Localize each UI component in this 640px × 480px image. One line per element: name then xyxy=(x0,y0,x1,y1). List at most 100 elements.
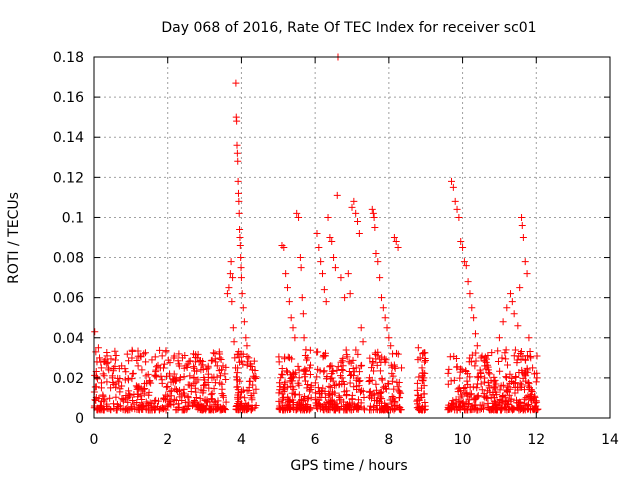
data-point xyxy=(236,234,244,241)
data-point-dense xyxy=(159,395,167,403)
data-point-dense xyxy=(502,346,510,354)
data-point-dense xyxy=(489,405,497,413)
data-point xyxy=(471,330,479,338)
data-point-dense xyxy=(140,385,148,393)
data-point-dense xyxy=(391,364,399,372)
data-point xyxy=(234,157,242,165)
data-point-dense xyxy=(147,406,155,414)
data-point-dense xyxy=(99,392,107,400)
data-point-dense xyxy=(346,379,354,387)
data-point-dense xyxy=(498,405,506,413)
data-point xyxy=(459,244,467,252)
data-point-dense xyxy=(333,400,341,408)
data-point-dense xyxy=(301,352,309,360)
data-point xyxy=(357,324,365,332)
data-point-dense xyxy=(521,395,529,403)
x-axis-label: GPS time / hours xyxy=(290,458,407,474)
data-point xyxy=(282,270,290,278)
data-point-dense xyxy=(307,394,315,402)
data-point xyxy=(91,328,99,336)
data-point-dense xyxy=(354,350,362,358)
data-point-dense xyxy=(357,388,365,396)
data-point-dense xyxy=(208,395,216,403)
data-point-dense xyxy=(419,377,427,385)
data-point-dense xyxy=(445,365,453,373)
data-point-dense xyxy=(343,351,351,359)
data-point-dense xyxy=(164,383,172,391)
data-point-dense xyxy=(523,364,531,372)
data-point xyxy=(245,354,253,362)
y-tick-label: 0.04 xyxy=(53,331,84,347)
data-point-dense xyxy=(201,396,209,404)
data-point-dense xyxy=(222,398,230,406)
data-point-dense xyxy=(369,359,377,367)
data-point-dense xyxy=(496,386,504,394)
data-point-dense xyxy=(306,346,314,354)
data-point-dense xyxy=(519,406,527,414)
data-point-dense xyxy=(212,405,220,413)
data-point-dense xyxy=(473,373,481,381)
data-point-dense xyxy=(236,393,244,401)
data-point-dense xyxy=(415,396,423,404)
data-point-dense xyxy=(103,360,111,368)
data-point-dense xyxy=(219,393,227,401)
data-point-dense xyxy=(181,351,189,359)
data-point-dense xyxy=(151,353,159,361)
data-point-dense xyxy=(99,406,107,414)
data-point xyxy=(330,254,338,262)
data-point-dense xyxy=(524,368,532,376)
data-point xyxy=(223,290,231,298)
data-point xyxy=(495,334,503,342)
data-point xyxy=(337,274,345,282)
chart-title: Day 068 of 2016, Rate Of TEC Index for r… xyxy=(161,20,536,36)
data-point xyxy=(473,342,481,350)
data-point-dense xyxy=(125,357,133,365)
data-point xyxy=(333,191,341,199)
data-point-dense xyxy=(354,402,362,410)
data-point-dense xyxy=(414,391,422,399)
data-point-dense xyxy=(307,383,315,391)
data-point-dense xyxy=(390,385,398,393)
data-point-dense xyxy=(152,366,160,374)
data-point-dense xyxy=(318,403,326,411)
data-point-dense xyxy=(251,366,259,374)
data-point-dense xyxy=(138,395,146,403)
data-point-dense xyxy=(376,406,383,414)
data-point-dense xyxy=(464,392,472,400)
data-point-dense xyxy=(357,362,365,370)
data-point xyxy=(300,334,308,342)
data-point-dense xyxy=(275,389,283,397)
data-point-dense xyxy=(189,402,197,410)
data-point-dense xyxy=(348,399,356,407)
data-point-dense xyxy=(205,384,213,392)
data-point xyxy=(503,304,511,312)
data-point-dense xyxy=(233,376,241,384)
data-point-dense xyxy=(283,367,291,375)
data-point xyxy=(369,209,377,217)
data-point-dense xyxy=(378,375,386,383)
data-point xyxy=(236,225,244,233)
data-point-dense xyxy=(174,357,182,365)
data-point-dense xyxy=(175,350,183,358)
data-point-dense xyxy=(373,361,381,369)
data-point xyxy=(313,229,321,237)
data-point-dense xyxy=(463,377,471,385)
data-point-dense xyxy=(344,402,352,410)
data-point-dense xyxy=(502,403,510,411)
data-point-dense xyxy=(343,401,351,409)
x-tick-label: 0 xyxy=(90,432,99,448)
data-point-dense xyxy=(238,357,246,365)
data-point-dense xyxy=(325,391,333,399)
data-point xyxy=(368,205,376,213)
data-point xyxy=(448,177,456,185)
data-point-dense xyxy=(507,397,515,405)
data-point xyxy=(103,378,111,386)
data-point-dense xyxy=(213,373,221,381)
data-point xyxy=(379,304,387,312)
data-point-dense xyxy=(192,388,200,396)
data-point xyxy=(355,229,363,237)
data-point-dense xyxy=(248,396,256,404)
data-point-dense xyxy=(207,405,215,413)
data-point-dense xyxy=(481,357,489,365)
data-point-dense xyxy=(207,391,215,399)
